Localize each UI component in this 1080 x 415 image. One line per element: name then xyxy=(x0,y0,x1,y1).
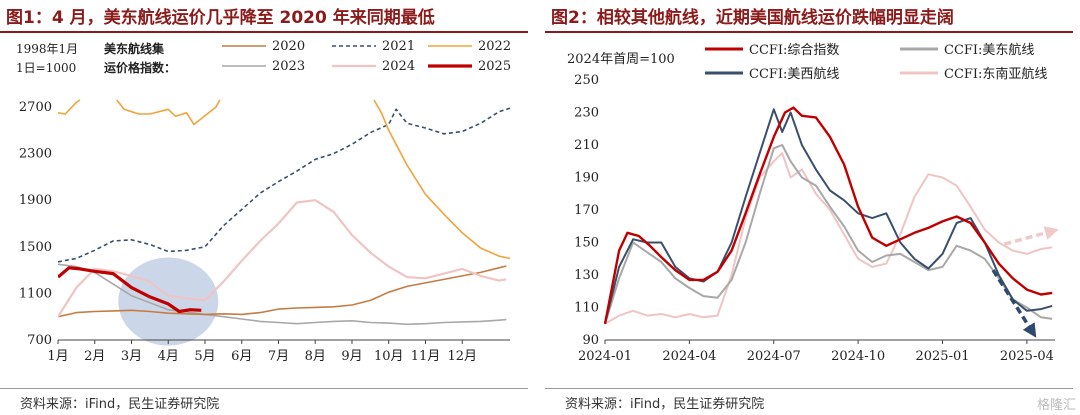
x-tick-label: 2024-04 xyxy=(662,349,716,364)
source-rule-right xyxy=(545,388,1073,389)
x-tick-label: 2024-10 xyxy=(831,349,885,364)
title-rule-left xyxy=(0,31,528,33)
y-axis-label: 1日=1000 xyxy=(16,61,76,75)
series-line-2 xyxy=(604,108,1053,325)
legend-label-2: CCFI:美西航线 xyxy=(749,66,839,82)
y-axis-label: 1998年1月 xyxy=(16,42,78,56)
legend-label-2024: 2024 xyxy=(382,59,415,74)
line-chart-left: 700 1100 1500 1900 2300 2700 1月 2月 3月 4月 5月 6月 7月 8月 9… xyxy=(16,39,511,364)
y-tick-label: 250 xyxy=(574,73,599,88)
x-tick-label: 6月 xyxy=(231,349,252,364)
y-tick-label: 110 xyxy=(574,301,599,316)
y-tick-label: 2700 xyxy=(19,100,52,115)
x-tick-label: 10月 xyxy=(374,349,404,364)
legend-caption: 运价格指数： xyxy=(104,60,176,75)
chart-title-right: 图2：相较其他航线，近期美国航线运价跌幅明显走阔 xyxy=(551,8,954,28)
x-tick-label: 2024-01 xyxy=(578,349,632,364)
series-line-3 xyxy=(604,152,1053,325)
trend-arrow-up xyxy=(1003,226,1059,246)
source-note-left: 资料来源：iFind，民生证券研究院 xyxy=(20,397,220,412)
series-line-2022 xyxy=(116,99,221,126)
legend-caption: 美东航线集 xyxy=(104,41,165,56)
legend-label-2022: 2022 xyxy=(478,39,511,54)
series-line-2020 xyxy=(58,265,507,318)
source-note-right: 资料来源：iFind，民生证券研究院 xyxy=(565,397,765,412)
y-tick-label: 1100 xyxy=(19,286,52,301)
x-tick-label: 2025-01 xyxy=(915,349,969,364)
series-line-2022 xyxy=(58,99,81,115)
legend-label-1: CCFI:美东航线 xyxy=(944,42,1034,58)
y-tick-label: 190 xyxy=(574,171,599,186)
y-tick-label: 150 xyxy=(574,236,599,251)
y-axis-label: 2024年首周=100 xyxy=(567,52,675,67)
x-tick-label: 2024-07 xyxy=(747,349,801,364)
x-tick-label: 1月 xyxy=(47,349,68,364)
series-line-2021 xyxy=(58,107,511,263)
series-line-0 xyxy=(603,106,1053,325)
legend-label-2025: 2025 xyxy=(478,59,511,74)
x-tick-label: 8月 xyxy=(305,349,326,364)
y-tick-label: 130 xyxy=(574,268,599,283)
highlight-ellipse xyxy=(118,257,219,346)
x-tick-label: 12月 xyxy=(447,349,477,364)
trend-arrow-down xyxy=(991,269,1037,338)
legend-label-0: CCFI:综合指数 xyxy=(749,43,839,58)
legend-label-3: CCFI:东南亚航线 xyxy=(944,66,1047,82)
line-chart-right: 90 110 130 150 170 190 210 230 250 2024-01 2024-04… xyxy=(567,42,1059,364)
series-line-2025 xyxy=(58,266,202,314)
x-tick-label: 3月 xyxy=(121,349,142,364)
legend-label-2021: 2021 xyxy=(382,39,415,54)
watermark-logo: 格隆汇 xyxy=(1036,398,1076,413)
x-tick-label: 11月 xyxy=(411,349,441,364)
y-tick-label: 90 xyxy=(582,333,599,348)
series-line-1 xyxy=(604,144,1053,325)
x-tick-label: 9月 xyxy=(341,349,362,364)
x-tick-label: 7月 xyxy=(268,349,289,364)
y-tick-label: 230 xyxy=(574,106,599,121)
chart-title-left: 图1：4 月，美东航线运价几乎降至 2020 年来同期最低 xyxy=(6,8,435,28)
series-line-2024 xyxy=(58,199,507,318)
x-tick-label: 5月 xyxy=(194,349,215,364)
x-tick-label: 2025-04 xyxy=(1000,349,1054,364)
legend-label-2020: 2020 xyxy=(272,39,305,54)
y-tick-label: 2300 xyxy=(19,147,52,162)
y-tick-label: 210 xyxy=(574,138,599,153)
y-tick-label: 1900 xyxy=(19,193,52,208)
series-line-2022 xyxy=(373,99,511,260)
legend-label-2023: 2023 xyxy=(272,59,305,74)
chart-panel-left: 图1：4 月，美东航线运价几乎降至 2020 年来同期最低 700 1100 150… xyxy=(0,0,535,415)
title-rule-right xyxy=(545,31,1073,33)
chart-panel-right: 图2：相较其他航线，近期美国航线运价跌幅明显走阔 90 110 130 150 170 1… xyxy=(545,0,1080,415)
source-rule-left xyxy=(0,388,528,389)
x-tick-label: 2月 xyxy=(84,349,105,364)
series-line-2023 xyxy=(58,263,507,326)
y-tick-label: 700 xyxy=(27,333,52,348)
x-tick-label: 4月 xyxy=(158,349,179,364)
y-tick-label: 1500 xyxy=(19,240,52,255)
y-tick-label: 170 xyxy=(574,203,599,218)
